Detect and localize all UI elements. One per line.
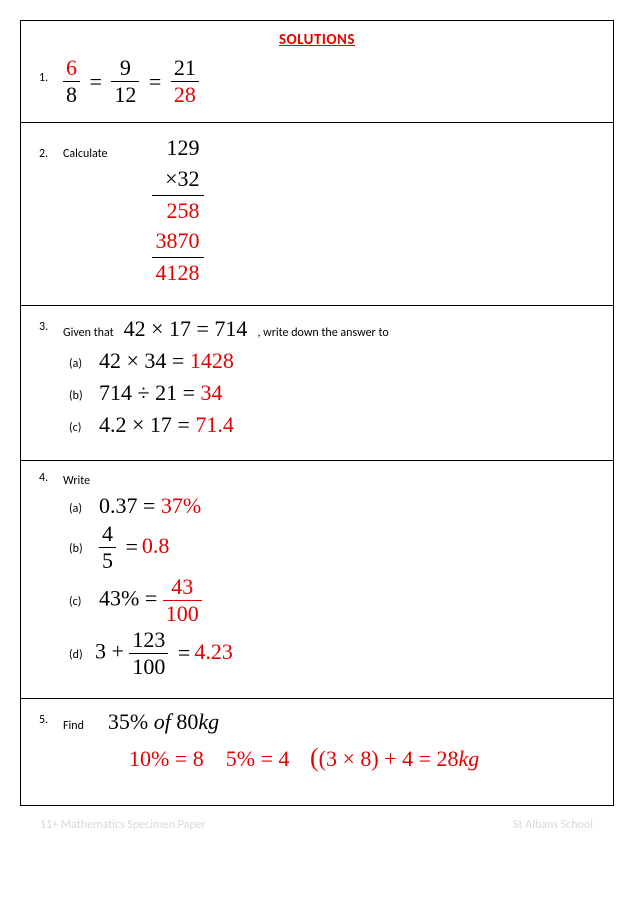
- q2-label: Calculate: [63, 147, 108, 161]
- q4c: (c) 43% = 43 100: [69, 576, 595, 625]
- q3c: (c) 4.2 × 17 = 71.4: [69, 412, 595, 438]
- q5-prompt: 5. Find 35% of 80kg: [39, 709, 595, 735]
- footer-left: 11+ Mathematics Specimen Paper: [40, 818, 206, 832]
- q3-label2: , write down the answer to: [257, 326, 388, 340]
- q2-number: 2.: [39, 147, 59, 161]
- q4d-ans: 4.23: [194, 639, 233, 664]
- q4d: (d)3 + 123 100 = 4.23: [69, 629, 595, 678]
- footer-right: St Albans School: [513, 818, 593, 832]
- q4c-ans-frac: 43 100: [163, 576, 202, 625]
- eq-sign: =: [90, 69, 102, 95]
- section-q3: 3. Given that 42 × 17 = 714 , write down…: [21, 306, 613, 461]
- q4a: (a) 0.37 = 37%: [69, 493, 595, 519]
- q1-number: 1.: [39, 71, 59, 85]
- result: 4128: [152, 258, 204, 289]
- q4b-frac: 4 5: [99, 523, 116, 572]
- multiplier: ×32: [152, 164, 204, 196]
- q5-number: 5.: [39, 713, 59, 727]
- page-frame: SOLUTIONS 1. 6 8 = 9 12 = 21 28: [20, 20, 614, 806]
- q3a-ans: 1428: [190, 348, 234, 373]
- q4b-ans: 0.8: [142, 533, 170, 558]
- q1-frac1: 6 8: [63, 57, 80, 106]
- q3b-ans: 34: [200, 380, 222, 405]
- q4-label: Write: [63, 474, 90, 488]
- q4a-ans: 37%: [161, 493, 201, 518]
- eq-sign: =: [149, 69, 161, 95]
- section-q2: 2. Calculate 129 ×32 258 3870 4128: [21, 123, 613, 306]
- q4b: (b) 4 5 = 0.8: [69, 523, 595, 572]
- partial1: 258: [152, 196, 204, 227]
- multiplicand: 129: [152, 133, 204, 164]
- page-footer: 11+ Mathematics Specimen Paper St Albans…: [40, 818, 593, 832]
- q3b: (b) 714 ÷ 21 = 34: [69, 380, 595, 406]
- q5-label: Find: [63, 719, 84, 733]
- q4d-frac: 123 100: [129, 629, 168, 678]
- section-q1: SOLUTIONS 1. 6 8 = 9 12 = 21 28: [21, 21, 613, 123]
- q2-multiplication: 129 ×32 258 3870 4128: [152, 133, 204, 289]
- q3-intro: 3. Given that 42 × 17 = 714 , write down…: [39, 316, 595, 342]
- q1-frac3: 21 28: [171, 57, 199, 106]
- q1-line: 1. 6 8 = 9 12 = 21 28: [39, 57, 595, 106]
- q1-frac2: 9 12: [111, 57, 139, 106]
- q5-working: 10% = 8 5% = 4 ((3 × 8) + 4 = 28kg: [129, 743, 595, 773]
- partial2: 3870: [152, 226, 204, 258]
- q3-given: 42 × 17 = 714: [124, 316, 248, 341]
- solutions-title: SOLUTIONS: [39, 31, 595, 49]
- section-q5: 5. Find 35% of 80kg 10% = 8 5% = 4 ((3 ×…: [21, 699, 613, 805]
- section-q4: 4. Write (a) 0.37 = 37% (b) 4 5 = 0.8 (c…: [21, 461, 613, 699]
- q3c-ans: 71.4: [195, 412, 234, 437]
- q4-number: 4.: [39, 471, 59, 485]
- q3-label1: Given that: [63, 326, 114, 340]
- q3a: (a) 42 × 34 = 1428: [69, 348, 595, 374]
- q3-number: 3.: [39, 320, 59, 334]
